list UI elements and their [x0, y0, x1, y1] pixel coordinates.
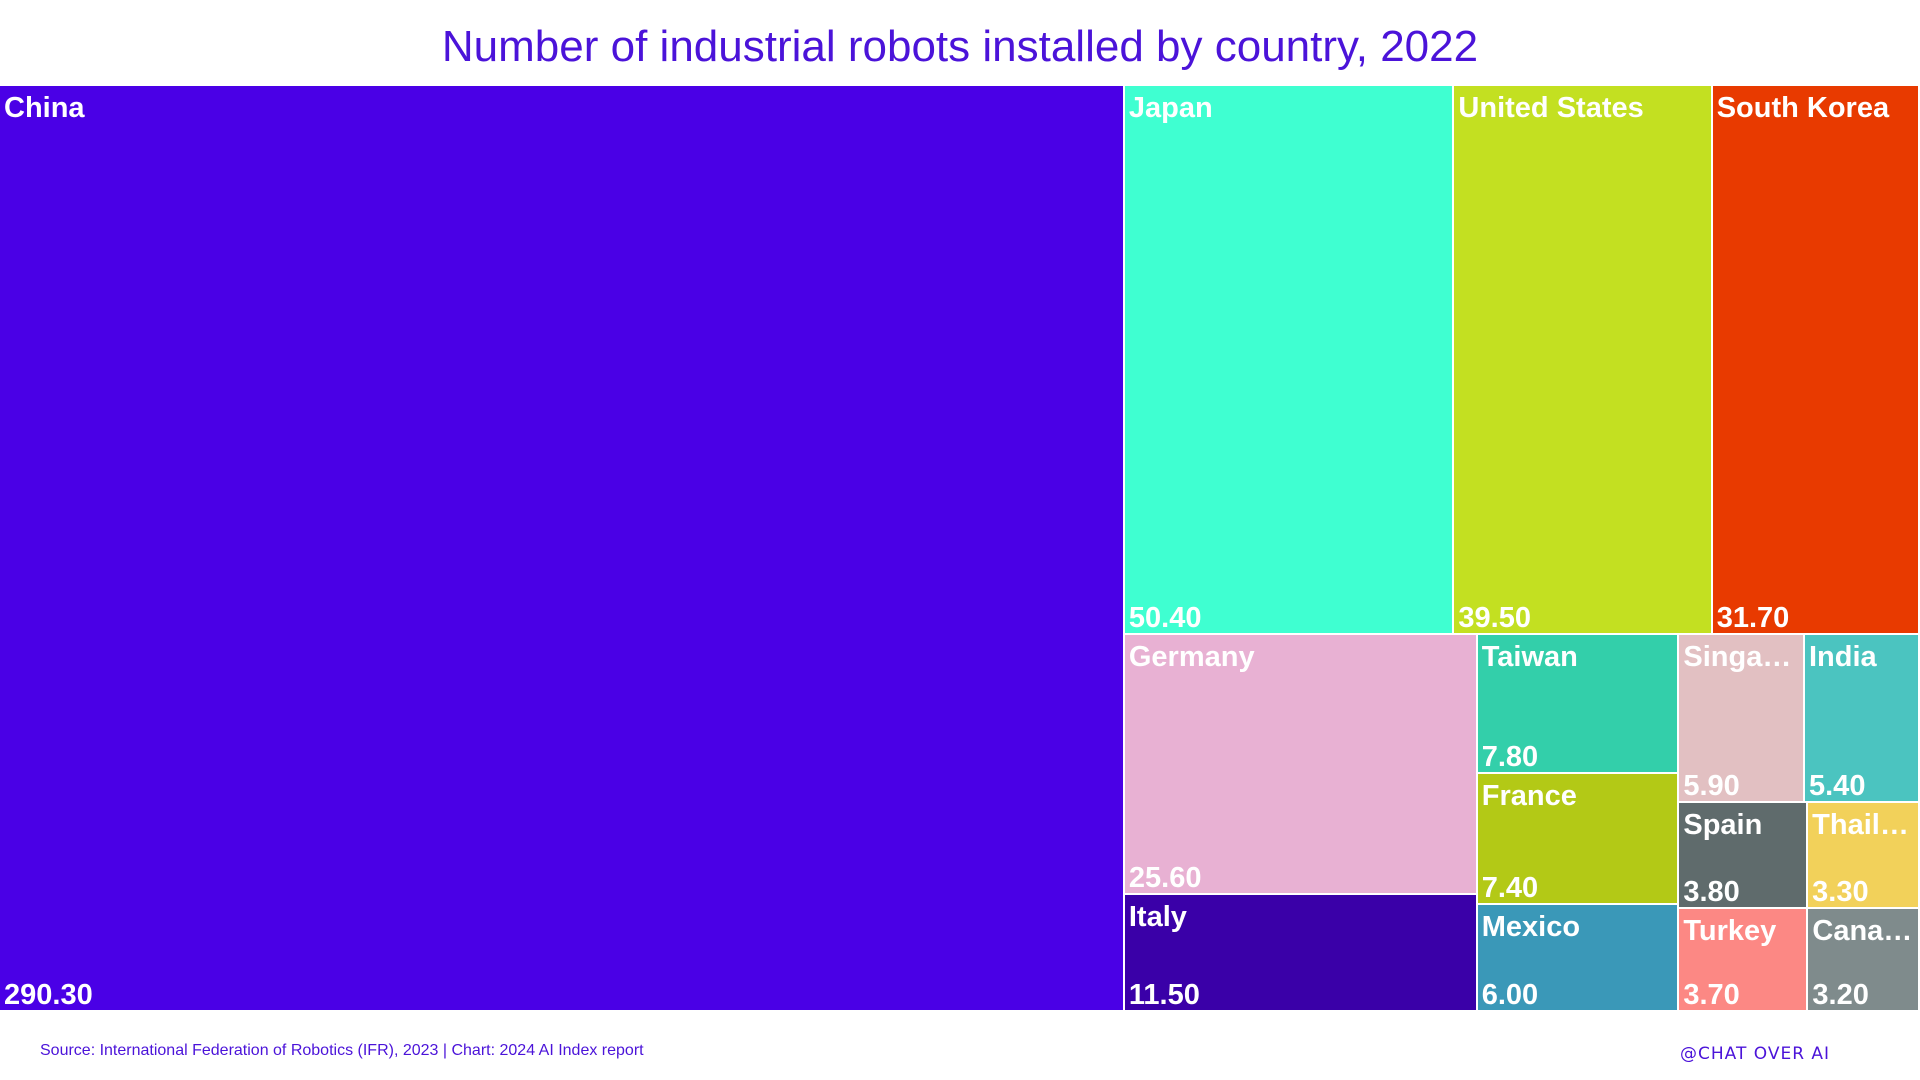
tile-value: 3.20 — [1812, 980, 1869, 1010]
tile-taiwan: Taiwan 7.80 — [1477, 634, 1680, 774]
tile-value: 290.30 — [4, 981, 93, 1010]
tile-label: Thail… — [1812, 811, 1909, 841]
tile-france: France 7.40 — [1477, 773, 1680, 906]
tile-turkey: Turkey 3.70 — [1679, 909, 1809, 1012]
tile-label: France — [1481, 781, 1577, 811]
source-note: Source: International Federation of Robo… — [40, 1042, 644, 1059]
tile-value: 7.40 — [1481, 874, 1539, 904]
tile-germany: Germany 25.60 — [1124, 634, 1478, 896]
tile-canada: Cana… 3.20 — [1808, 909, 1920, 1012]
watermark: @Chat Over AI — [1680, 1044, 1831, 1064]
tile-spain: Spain 3.80 — [1679, 803, 1809, 910]
tile-label: Taiwan — [1481, 642, 1578, 672]
chart-title: Number of industrial robots installed by… — [441, 22, 1479, 71]
tile-label: Mexico — [1481, 913, 1581, 943]
tile-value: 3.80 — [1683, 878, 1740, 908]
tile-value: 5.40 — [1809, 772, 1866, 802]
tile-label: United States — [1458, 94, 1644, 123]
tile-united-states: United States 39.50 — [1454, 86, 1713, 635]
tile-value: 5.90 — [1683, 772, 1740, 802]
tile-value: 39.50 — [1458, 603, 1531, 633]
tile-value: 3.70 — [1683, 980, 1740, 1010]
tile-thailand: Thail… 3.30 — [1808, 803, 1920, 910]
tile-label: Cana… — [1812, 917, 1913, 947]
tile-value: 11.50 — [1128, 980, 1200, 1010]
treemap: China 290.30 Japan 50.40 United States 39.50 S… — [0, 86, 1920, 1012]
tile-italy: Italy 11.50 — [1124, 895, 1478, 1012]
tile-label: Turkey — [1683, 917, 1777, 947]
tile-label: Spain — [1683, 811, 1763, 841]
tile-label: Singa… — [1683, 642, 1792, 672]
tile-value: 7.80 — [1481, 742, 1539, 772]
tile-value: 6.00 — [1481, 980, 1539, 1010]
tile-value: 25.60 — [1128, 864, 1202, 894]
tile-label: China — [4, 94, 85, 123]
tile-india: India 5.40 — [1805, 634, 1920, 804]
tile-value: 31.70 — [1716, 603, 1790, 633]
tile-value: 3.30 — [1812, 878, 1869, 908]
tile-label: Italy — [1128, 903, 1187, 933]
tile-label: India — [1809, 642, 1877, 672]
tile-label: South Korea — [1716, 94, 1890, 123]
tile-singapore: Singa… 5.90 — [1679, 634, 1805, 804]
tile-value: 50.40 — [1128, 603, 1202, 633]
tile-label: Germany — [1128, 642, 1255, 672]
tile-label: Japan — [1128, 94, 1213, 123]
tile-mexico: Mexico 6.00 — [1477, 905, 1680, 1012]
tile-china: China 290.30 — [0, 86, 1125, 1012]
tile-japan: Japan 50.40 — [1124, 86, 1455, 635]
tile-south-korea: South Korea 31.70 — [1712, 86, 1920, 635]
